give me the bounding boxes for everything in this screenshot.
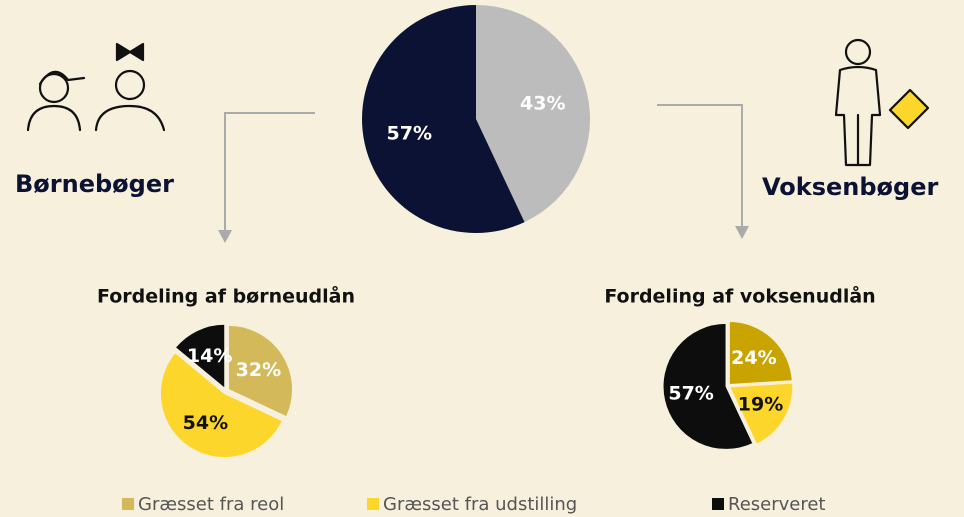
adult-icon (834, 38, 930, 167)
pie-slice (159, 352, 283, 459)
pie-slice (228, 324, 293, 418)
category-label: Voksenbøger (762, 173, 938, 201)
pie-slice (728, 382, 794, 445)
legend-swatch (367, 498, 379, 510)
arrow (657, 104, 743, 228)
arrow-head (218, 230, 232, 243)
chart-title: Fordeling af børneudlån (97, 284, 355, 308)
legend-label: Græsset fra reol (138, 494, 284, 515)
value-label: 19% (738, 394, 783, 416)
value-label: 32% (236, 359, 281, 381)
arrow (224, 112, 315, 232)
legend-label: Græsset fra udstilling (383, 494, 577, 515)
pie-slice (361, 5, 525, 233)
value-label: 57% (387, 122, 432, 144)
legend-label: Reserveret (728, 494, 826, 515)
value-label: 43% (520, 93, 565, 115)
value-label: 14% (187, 345, 232, 367)
children-icon (26, 42, 166, 132)
legend-swatch (122, 498, 134, 510)
legend-swatch (712, 498, 724, 510)
pie-slice (728, 321, 793, 386)
arrow-head (735, 226, 749, 239)
pie-slice (476, 5, 590, 223)
value-label: 57% (668, 383, 713, 405)
value-label: 54% (183, 412, 228, 434)
value-label: 24% (731, 347, 776, 369)
pie-slice (662, 322, 754, 450)
pie-slice (174, 323, 226, 390)
category-label: Børnebøger (15, 170, 174, 198)
chart-title: Fordeling af voksenudlån (604, 284, 875, 308)
